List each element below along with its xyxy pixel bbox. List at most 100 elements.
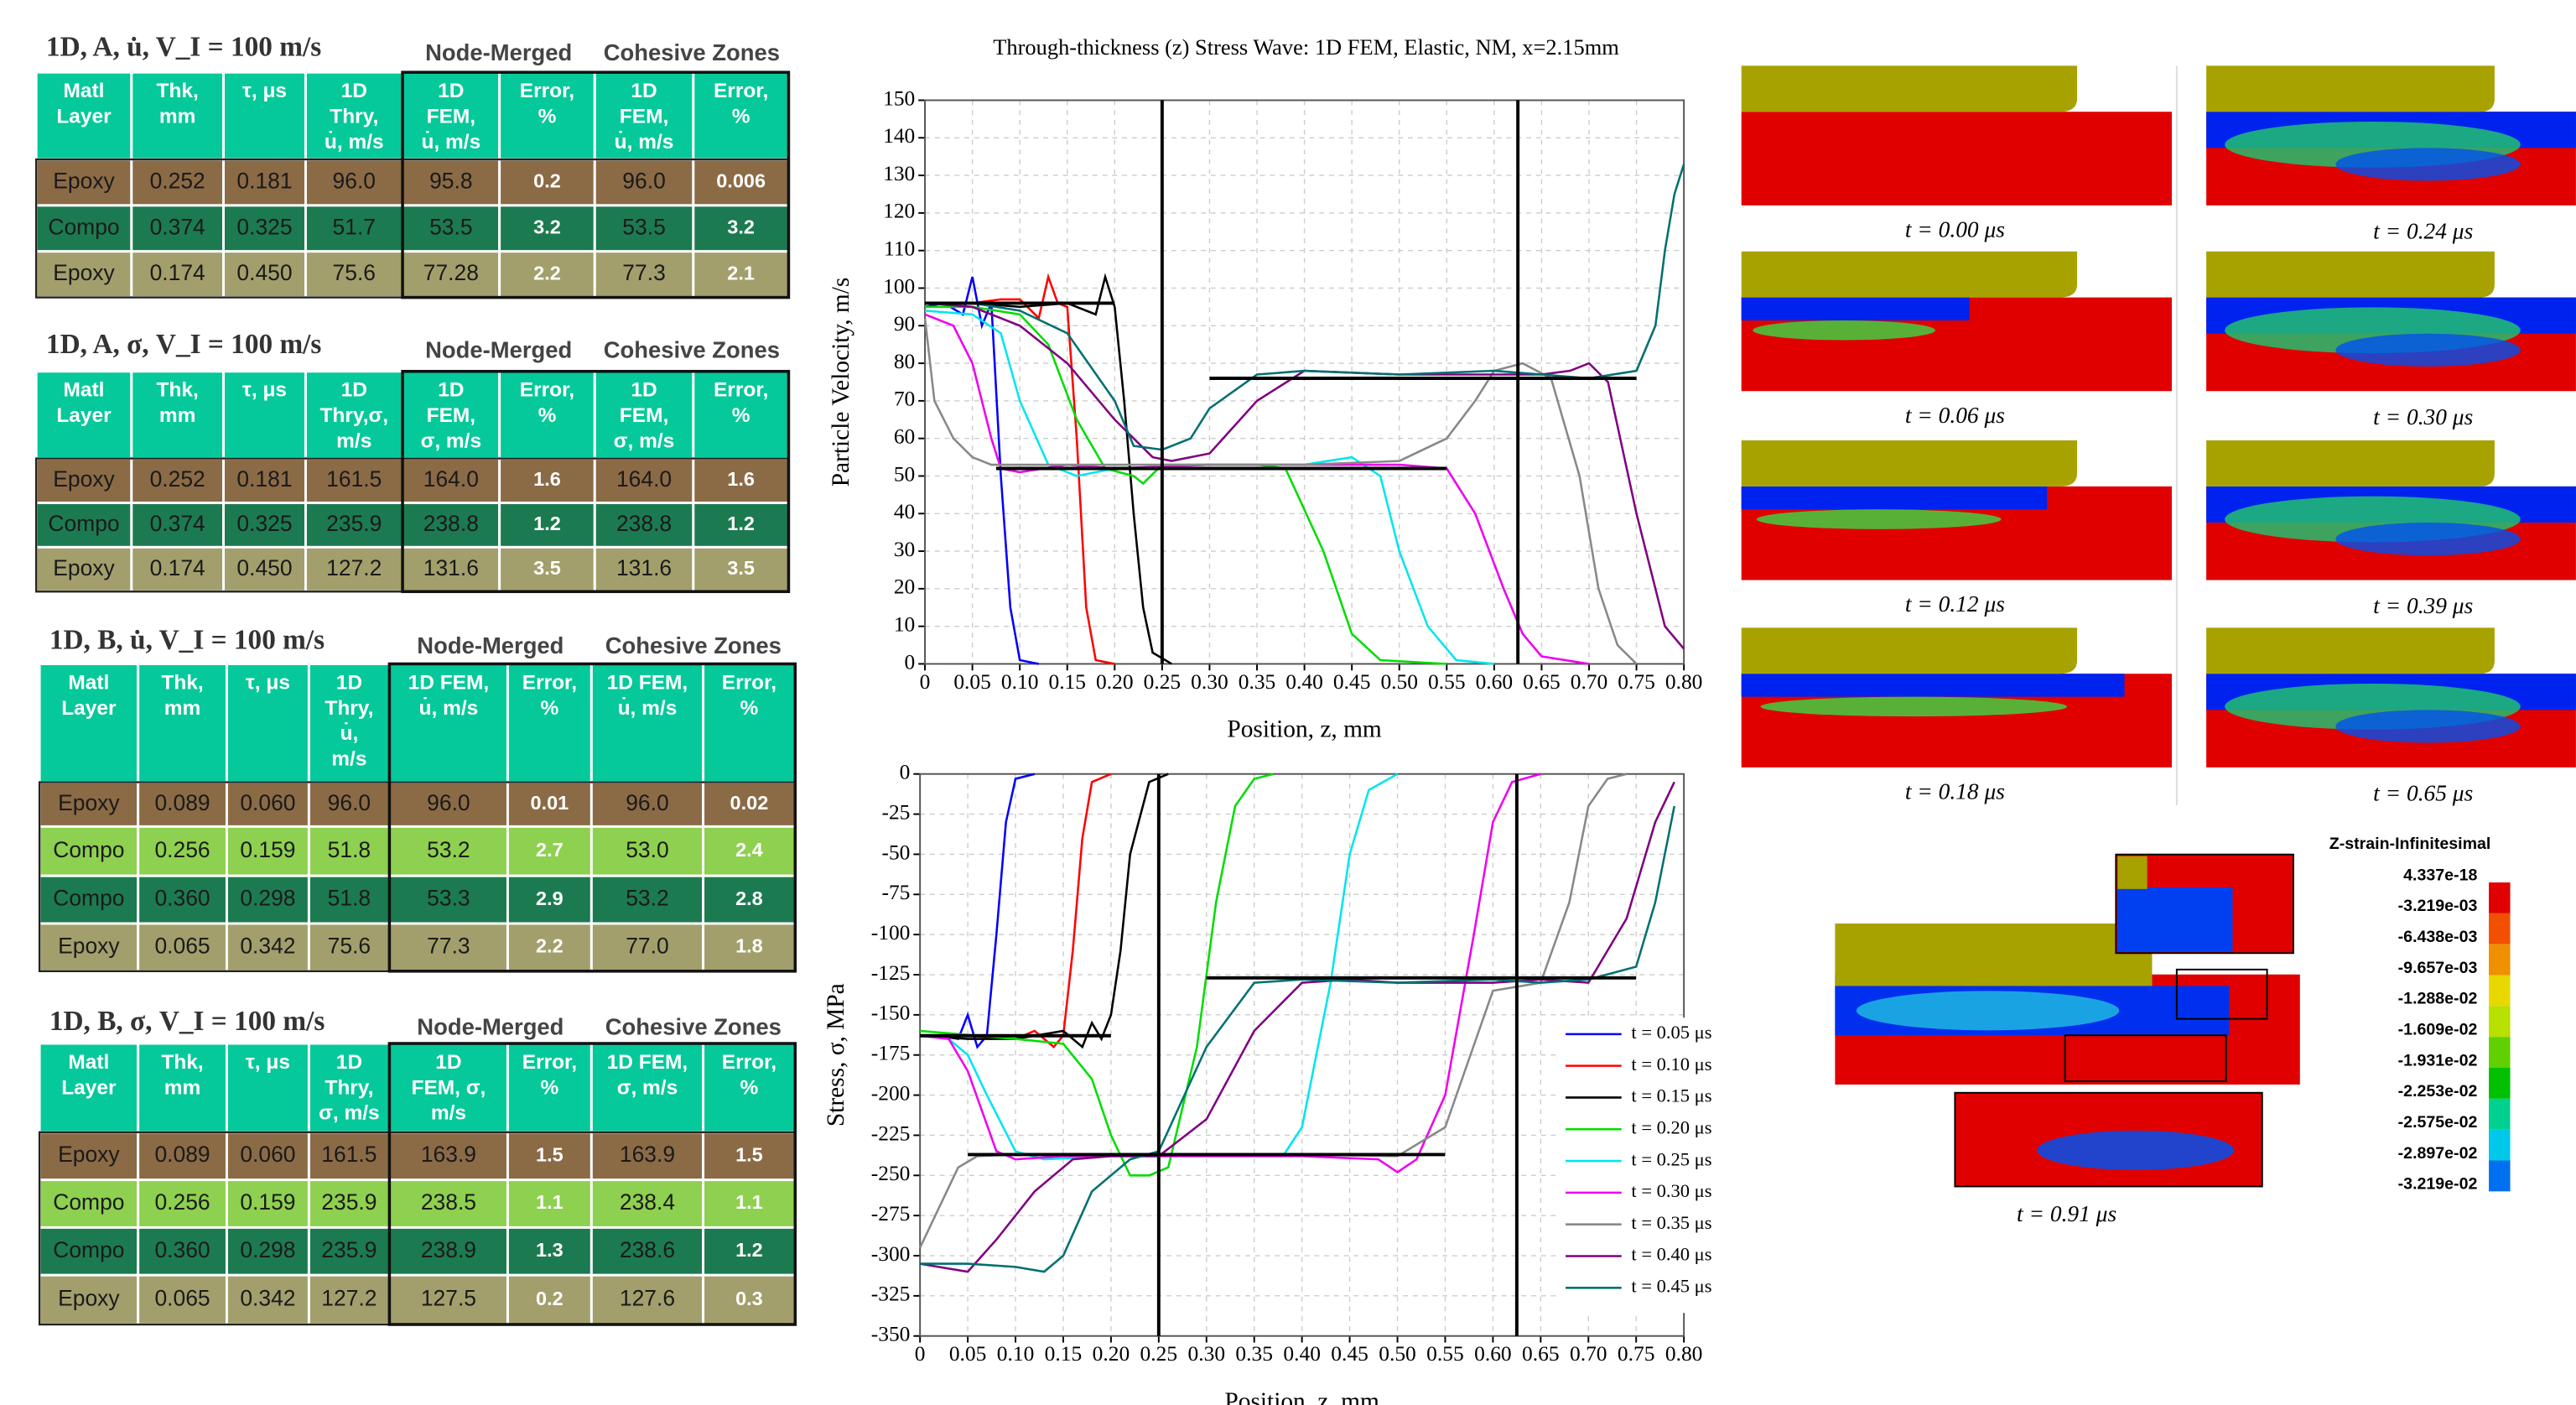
y-tick-label: 60 (894, 424, 915, 449)
cell-text: 0.325 (236, 214, 292, 239)
y-tick-label: 0 (905, 649, 916, 674)
legend-label: t = 0.45 μs (1631, 1275, 1711, 1296)
x-tick-label: 0.75 (1618, 1341, 1655, 1366)
header-text: Matl (68, 671, 109, 694)
header-text: Error, (522, 1051, 577, 1074)
colorbar-label: -1.609e-02 (2398, 1021, 2478, 1039)
cell-text: 0.298 (240, 886, 295, 911)
x-tick-label: 0.50 (1379, 1341, 1416, 1366)
cell-text: 96.0 (427, 790, 470, 815)
cell-text: 163.9 (421, 1142, 476, 1167)
x-tick-label: 0.10 (997, 1341, 1035, 1366)
cell-text: 0.159 (240, 1189, 295, 1215)
cell-text: 53.5 (429, 214, 472, 239)
y-tick-label: -275 (871, 1201, 911, 1225)
cell-text: 0.174 (150, 555, 205, 580)
header-text: u̇, m/s (421, 130, 480, 153)
header-text: FEM, (620, 404, 668, 427)
y-tick-label: 90 (894, 311, 915, 336)
x-tick-label: 0 (915, 1341, 926, 1366)
header-text: u̇, m/s (618, 696, 678, 719)
y-tick-label: 120 (883, 199, 915, 223)
cell-text: 131.6 (616, 555, 672, 580)
y-tick-label: 130 (883, 161, 915, 185)
panel-band (1742, 298, 1970, 320)
cell-text: 3.2 (727, 216, 755, 238)
cell-text: 2.8 (735, 887, 763, 909)
colorbar-segment (2489, 913, 2510, 944)
colorbar-label: 4.337e-18 (2403, 866, 2477, 884)
panel-impactor (2206, 627, 2495, 674)
header-text: % (732, 404, 750, 427)
cell-text: 127.5 (421, 1286, 476, 1311)
legend-title: Z-strain-Infinitesimal (2329, 835, 2491, 853)
panel-body (1742, 112, 2172, 206)
cell-text: 0.360 (154, 1237, 210, 1262)
cell-text: 0.060 (240, 790, 295, 815)
y-tick-label: -25 (881, 799, 910, 824)
header-text: 1D FEM, (607, 671, 688, 694)
y-tick-label: 50 (894, 461, 915, 486)
cell-text: 53.5 (622, 214, 665, 239)
cell-text: Compo (53, 1189, 124, 1215)
panel-zone (2335, 334, 2520, 367)
inset-top-impactor (2117, 856, 2147, 889)
x-tick-label: 0.75 (1618, 669, 1655, 694)
colorbar-label: -2.575e-02 (2398, 1113, 2478, 1132)
header-text: 1D FEM, (607, 1051, 688, 1074)
table-title: 1D, B, u̇, V_I = 100 m/s (49, 625, 325, 656)
x-tick-label: 0.55 (1426, 1341, 1464, 1366)
cell-text: 1.3 (536, 1239, 564, 1261)
cell-text: Compo (53, 1237, 124, 1262)
panel-zone (1757, 509, 2002, 529)
x-tick-label: 0.05 (953, 669, 991, 694)
panel-caption: t = 0.30 μs (2373, 404, 2473, 429)
header-text: Matl (64, 379, 105, 402)
cell-text: 127.2 (326, 555, 382, 580)
colorbar-label: -1.288e-02 (2398, 990, 2478, 1008)
cell-text: 0.342 (240, 1286, 295, 1311)
group-label: Node-Merged (417, 632, 564, 658)
y-tick-label: 30 (894, 537, 915, 561)
panel-impactor (1742, 440, 2077, 487)
x-tick-label: 0.05 (949, 1341, 987, 1366)
cell-text: 0.159 (240, 837, 295, 862)
y-tick-label: 100 (883, 273, 915, 298)
panel-zone (1753, 320, 1935, 341)
x-tick-label: 0.20 (1096, 669, 1134, 694)
x-tick-label: 0.15 (1045, 1341, 1083, 1366)
colorbar-segment (2489, 976, 2510, 1007)
y-tick-label: -50 (881, 840, 910, 864)
cell-text: 127.6 (620, 1286, 675, 1311)
cell-text: 238.9 (421, 1237, 476, 1262)
cell-text: 0.060 (240, 1142, 295, 1167)
cell-text: 0.065 (154, 933, 210, 958)
cell-text: Epoxy (53, 260, 115, 285)
header-text: mm (159, 404, 196, 427)
cell-text: 96.0 (622, 168, 665, 193)
header-text: Thry,σ, (319, 404, 388, 427)
header-text: Thk, (157, 379, 199, 402)
x-tick-label: 0.80 (1665, 1341, 1703, 1366)
header-text: FEM, (620, 106, 668, 128)
y-tick-label: -100 (871, 920, 911, 944)
cell-text: 2.2 (533, 262, 561, 284)
y-tick-label: 110 (884, 237, 915, 261)
cell-text: Epoxy (58, 1286, 120, 1311)
panel-band (1742, 674, 2125, 696)
y-tick-label: 20 (894, 575, 915, 599)
header-text: τ, μs (246, 671, 290, 694)
cell-text: 2.9 (536, 887, 564, 909)
header-text: 1D (336, 671, 362, 694)
cell-text: 75.6 (328, 933, 371, 958)
y-tick-label: 140 (883, 123, 915, 148)
header-text: u̇, m/s (419, 696, 479, 719)
cell-text: 77.28 (423, 260, 479, 285)
cell-text: 163.9 (620, 1142, 675, 1167)
header-text: Thry, (325, 697, 373, 720)
group-label: Node-Merged (425, 336, 572, 362)
cell-text: 0.089 (154, 1142, 210, 1167)
cell-text: 96.0 (328, 790, 371, 815)
x-tick-label: 0.35 (1235, 1341, 1273, 1366)
legend-label: t = 0.20 μs (1631, 1116, 1711, 1137)
